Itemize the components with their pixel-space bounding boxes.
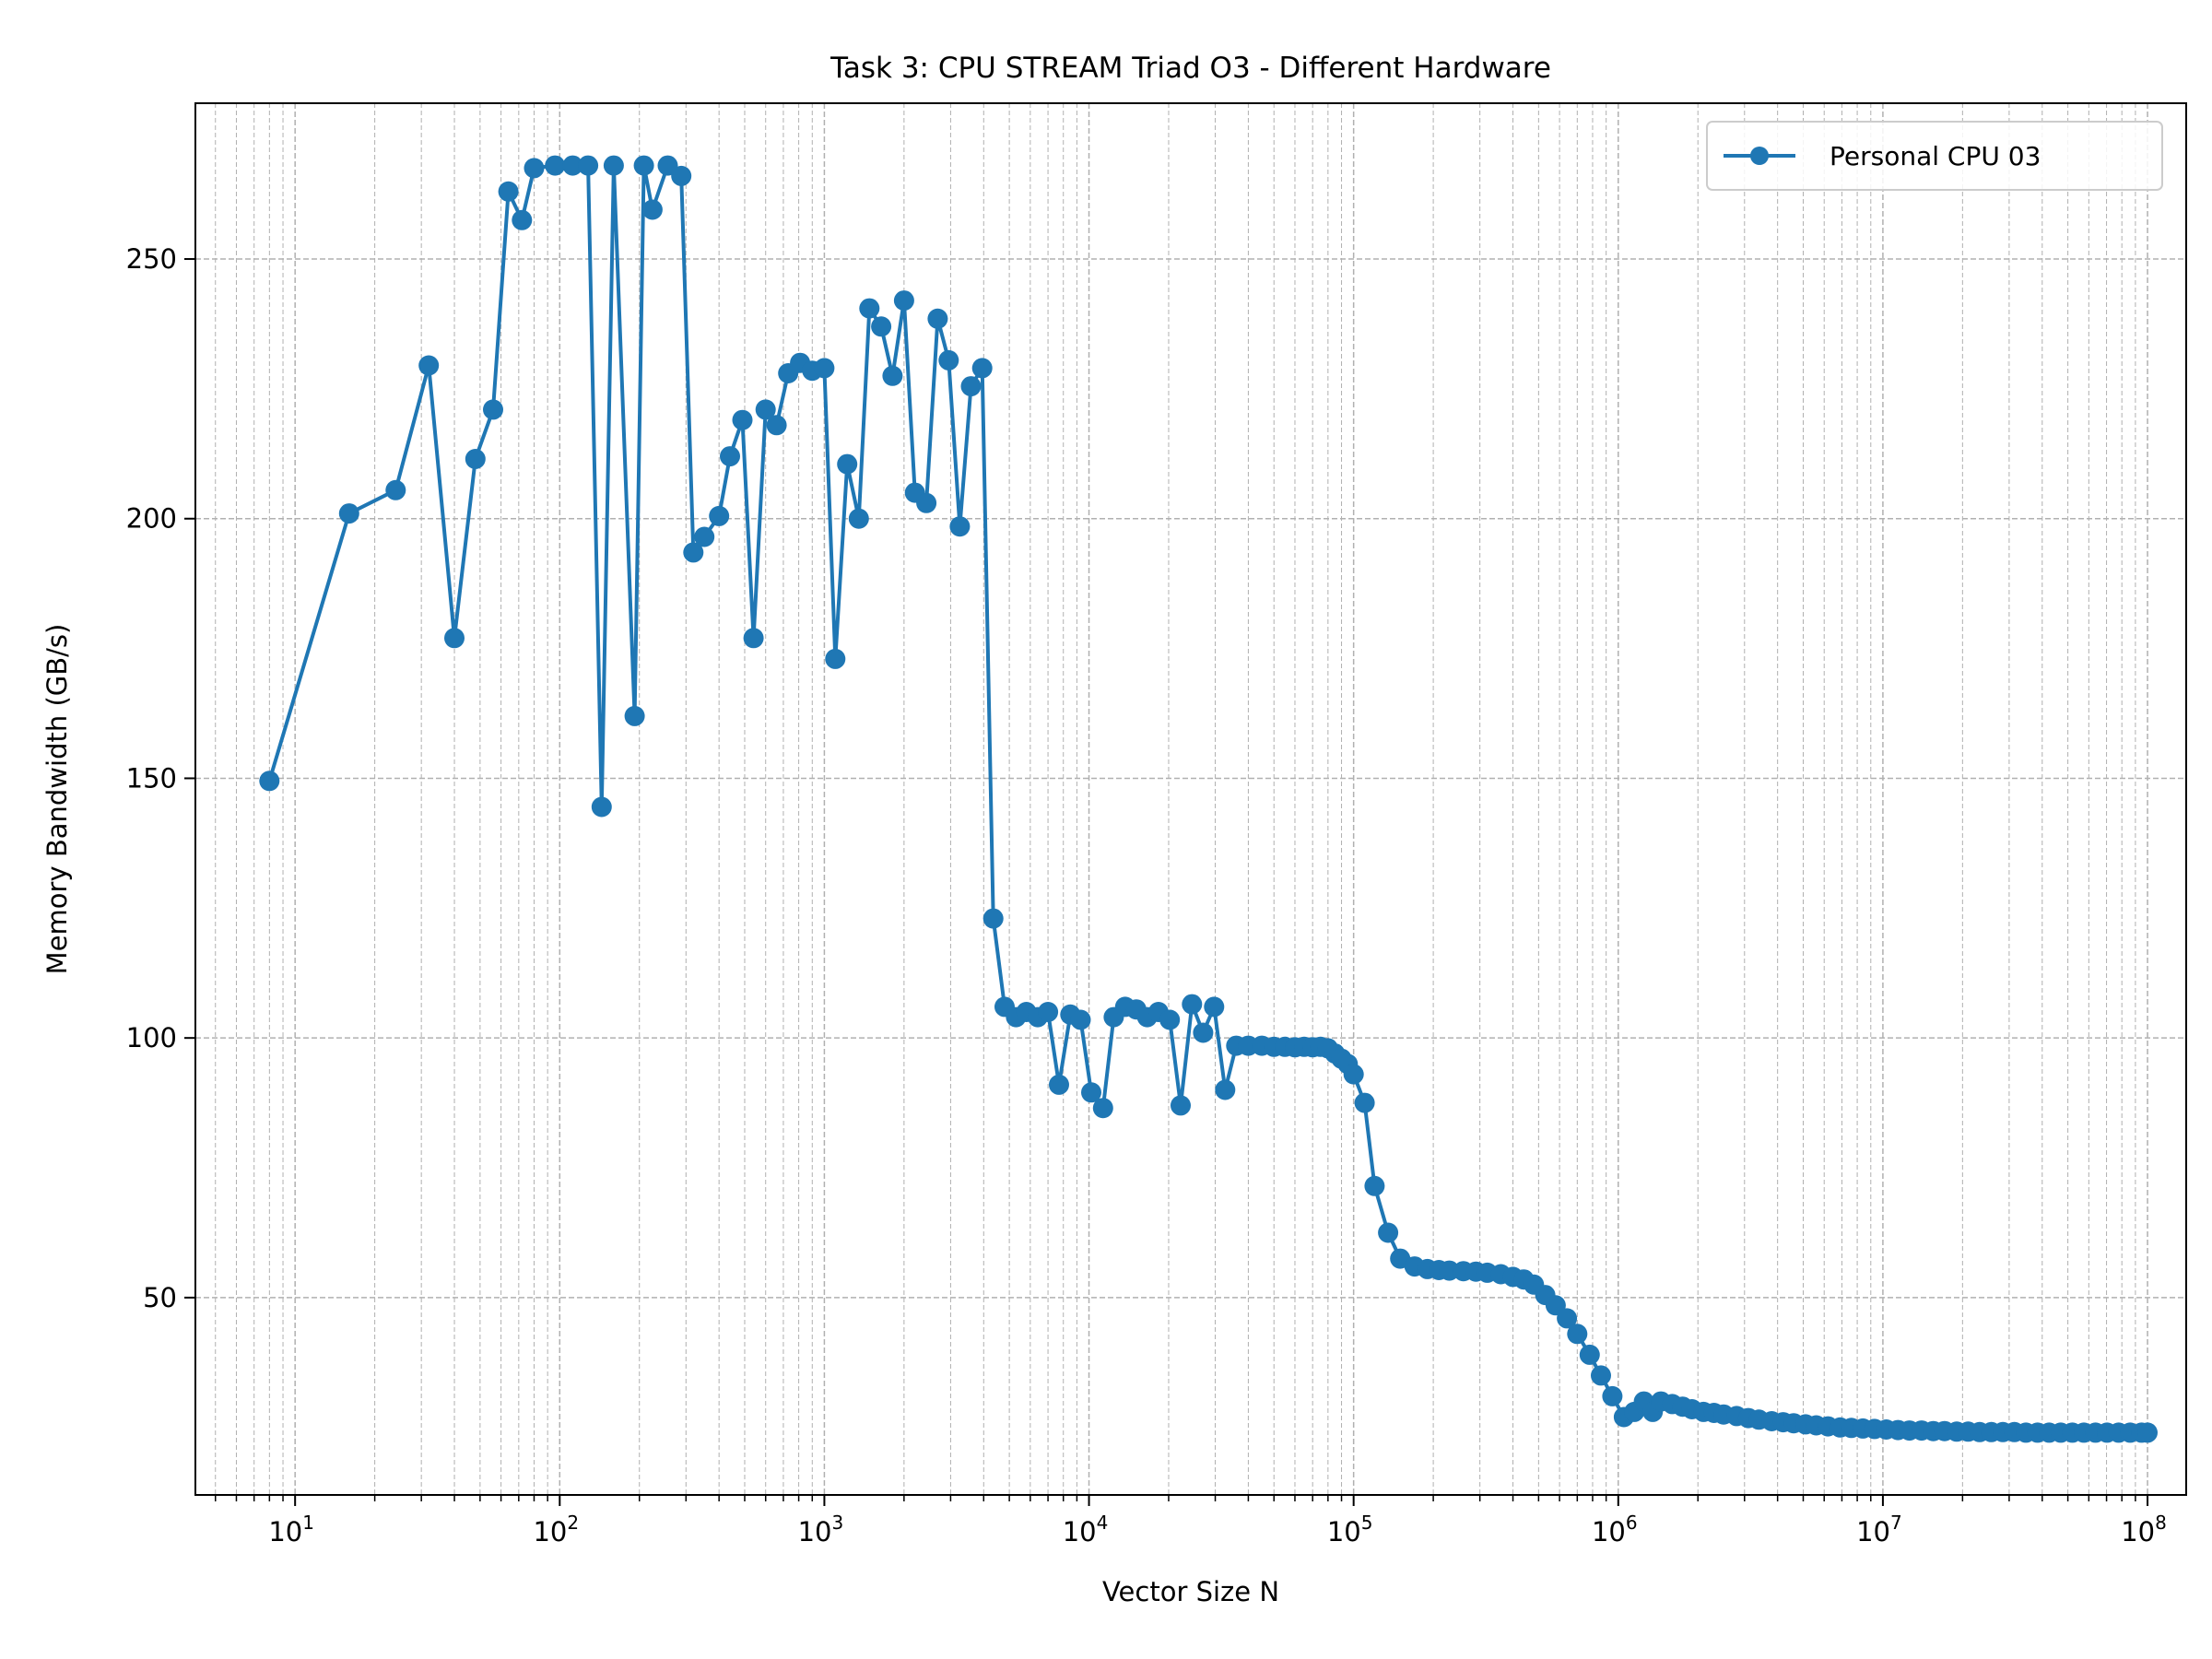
legend-box [1706, 121, 2163, 191]
y-tick-label: 250 [126, 243, 177, 275]
data-point [498, 181, 519, 202]
data-point [578, 155, 599, 176]
legend-label-personal-cpu-03: Personal CPU 03 [1830, 141, 2041, 171]
data-point [837, 453, 858, 475]
data-point [971, 358, 993, 379]
data-point [1182, 994, 1203, 1015]
x-tick-label: 101 [268, 1512, 314, 1547]
data-point [694, 526, 715, 547]
x-tick-label: 106 [1592, 1512, 1638, 1547]
data-point [982, 908, 1004, 929]
data-point [671, 165, 692, 186]
data-point [545, 155, 566, 176]
data-point [1204, 996, 1225, 1018]
legend-marker-personal-cpu-03 [1750, 147, 1769, 165]
data-point [949, 516, 971, 537]
x-tick-label: 108 [2121, 1512, 2167, 1547]
x-axis-label: Vector Size N [1102, 1576, 1279, 1607]
y-tick-label: 200 [126, 503, 177, 535]
data-point [1378, 1222, 1399, 1243]
y-tick-label: 150 [126, 762, 177, 794]
y-axis: 50 100 150 200 250 [126, 243, 195, 1313]
legend: Personal CPU 03 [1706, 121, 2163, 191]
data-point [1092, 1098, 1113, 1119]
data-point [825, 648, 846, 669]
data-point [1171, 1095, 1191, 1116]
data-point [1557, 1308, 1578, 1329]
data-point [893, 290, 914, 312]
data-point [1049, 1074, 1069, 1095]
data-point [766, 415, 787, 436]
data-point [512, 209, 533, 230]
data-point [259, 771, 280, 792]
data-point [2137, 1422, 2158, 1443]
data-point [465, 449, 486, 469]
data-point [524, 158, 545, 179]
y-axis-label: Memory Bandwidth (GB/s) [41, 624, 73, 975]
data-point [1579, 1344, 1600, 1365]
data-point [916, 492, 937, 513]
data-point [814, 358, 835, 379]
y-tick-label: 50 [143, 1282, 177, 1313]
data-point [418, 355, 440, 376]
data-point [859, 298, 880, 319]
y-tick-label: 100 [126, 1022, 177, 1053]
data-point [960, 376, 982, 397]
plot-frame [194, 102, 2187, 1496]
data-point [938, 349, 959, 371]
x-tick-label: 105 [1327, 1512, 1373, 1547]
chart-title: Task 3: CPU STREAM Triad O3 - Different … [830, 52, 1551, 85]
data-point [1070, 1009, 1091, 1030]
data-point [603, 155, 624, 176]
data-point [1602, 1385, 1623, 1406]
data-point [743, 628, 764, 649]
data-point [385, 479, 406, 500]
data-point [1354, 1092, 1375, 1113]
x-tick-label: 103 [798, 1512, 844, 1547]
data-point [720, 446, 740, 467]
data-point [732, 409, 753, 430]
data-point [444, 628, 465, 649]
data-point [1081, 1082, 1101, 1103]
data-point [624, 705, 645, 726]
x-tick-label: 107 [1856, 1512, 1902, 1547]
data-point [1591, 1365, 1611, 1386]
data-point [1193, 1022, 1214, 1043]
x-axis: 101 102 103 104 105 106 107 108 [214, 1495, 2167, 1547]
data-point [591, 796, 612, 818]
x-tick-label: 104 [1063, 1512, 1109, 1547]
data-point [338, 503, 359, 524]
data-point [562, 155, 583, 176]
x-tick-label: 102 [533, 1512, 579, 1547]
data-point [755, 399, 776, 420]
data-point [1364, 1175, 1385, 1196]
data-point [633, 155, 654, 176]
series-layer [259, 155, 2158, 1443]
data-point [483, 399, 503, 420]
data-point [848, 508, 869, 529]
data-point [927, 308, 948, 329]
data-point [871, 316, 892, 337]
data-point [1567, 1324, 1588, 1345]
data-point [683, 542, 704, 563]
data-point [1215, 1079, 1236, 1100]
data-point [1038, 1002, 1059, 1022]
data-point [641, 199, 663, 220]
data-point [882, 365, 903, 386]
data-point [709, 505, 730, 526]
data-point [1159, 1009, 1181, 1030]
data-point [1343, 1064, 1364, 1085]
